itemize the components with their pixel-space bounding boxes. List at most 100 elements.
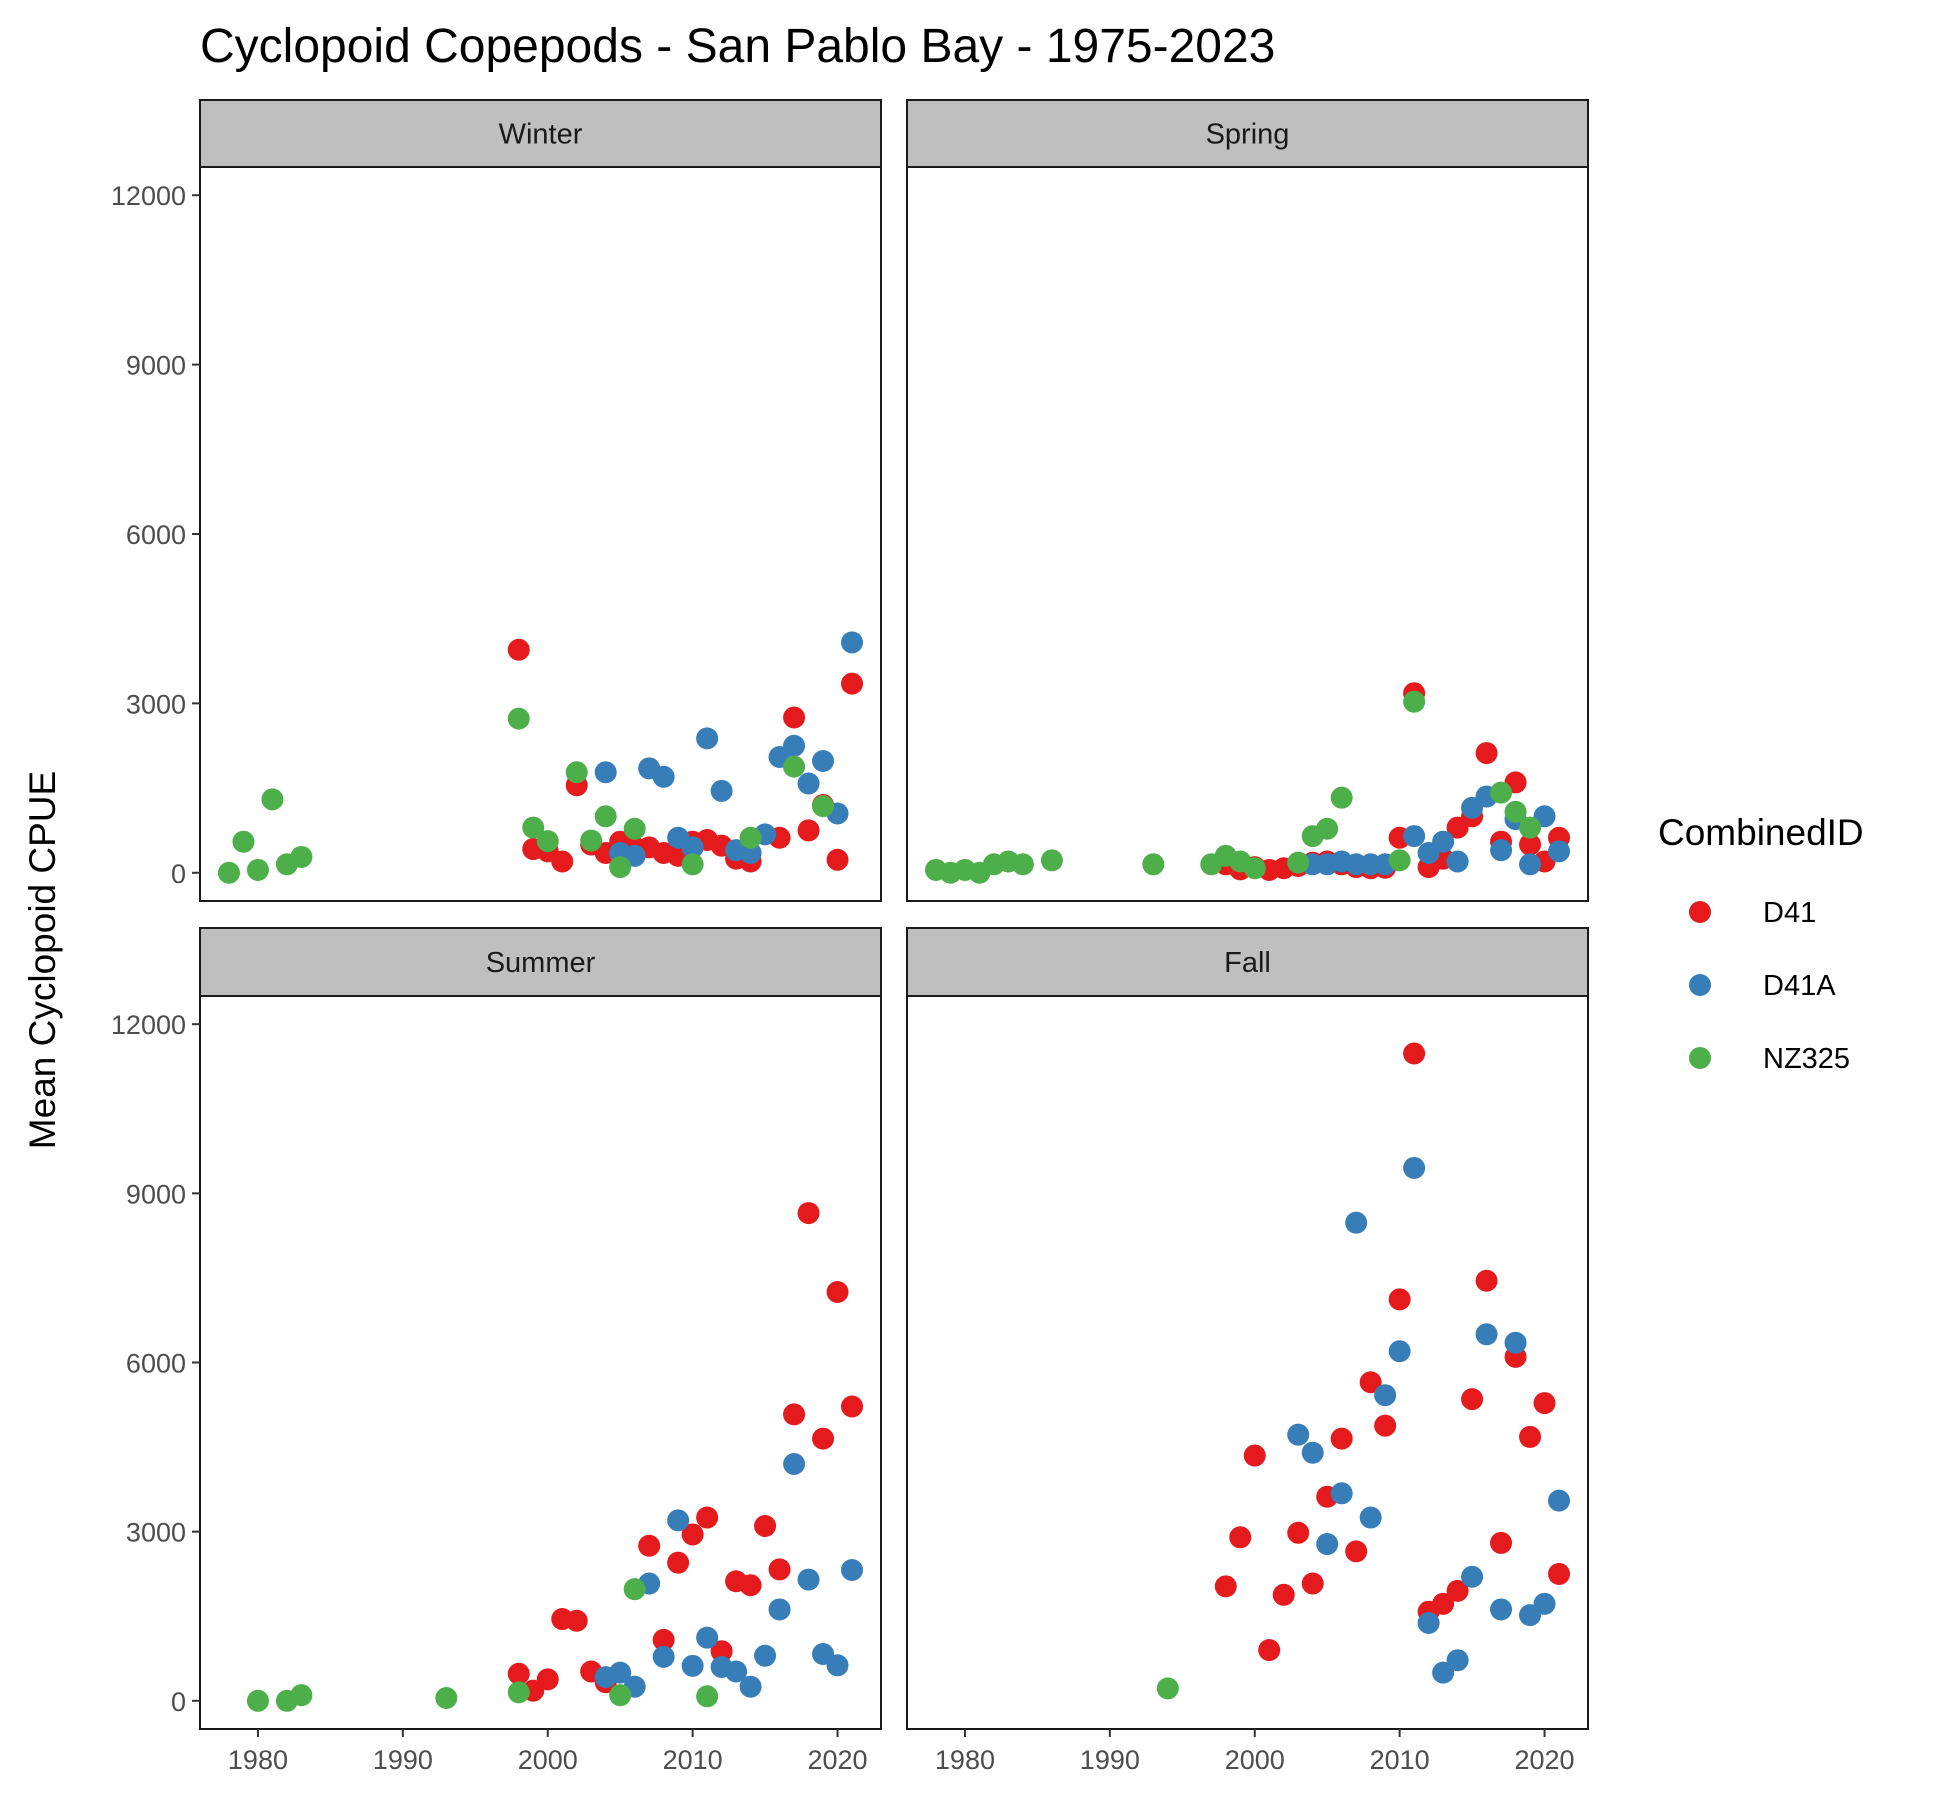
data-point	[1475, 742, 1498, 765]
series-nz325	[246, 1578, 719, 1712]
data-point	[594, 805, 617, 828]
data-point	[1519, 1425, 1542, 1448]
series-d41	[1214, 682, 1571, 881]
data-point	[826, 1654, 849, 1677]
data-point	[812, 1427, 835, 1450]
x-tick-label: 1990	[373, 1745, 433, 1775]
data-point	[1548, 1562, 1571, 1585]
data-point	[623, 1578, 646, 1601]
data-point	[841, 631, 864, 654]
y-tick-label: 12000	[111, 1010, 186, 1040]
data-point	[1388, 1288, 1411, 1311]
data-point	[1403, 1156, 1426, 1179]
x-tick-label: 2000	[1225, 1745, 1285, 1775]
data-point	[1316, 1533, 1339, 1556]
legend-key	[1689, 1047, 1711, 1069]
data-point	[1374, 1384, 1397, 1407]
y-tick-label: 9000	[126, 351, 186, 381]
data-point	[652, 765, 675, 788]
data-point	[812, 749, 835, 772]
data-point	[1214, 1575, 1237, 1598]
data-point	[652, 1645, 675, 1668]
series-d41	[507, 1202, 864, 1702]
facet-strip-label: Fall	[1224, 947, 1271, 979]
data-point	[681, 853, 704, 876]
data-point	[1272, 1583, 1295, 1606]
data-point	[696, 1626, 719, 1649]
panel-border	[199, 166, 882, 902]
data-point	[725, 1660, 748, 1683]
data-point	[1287, 851, 1310, 874]
data-point	[623, 817, 646, 840]
legend-key	[1689, 901, 1711, 923]
data-point	[826, 1281, 849, 1304]
panel-summer: Summer 0 3000 6000 9000 12000 1980 1990 2000 2010…	[111, 927, 882, 1775]
data-point	[1316, 817, 1339, 840]
panel-winter: Winter 0 3000 6000 9000 12000	[111, 99, 882, 902]
data-point	[1388, 849, 1411, 872]
data-point	[1330, 1482, 1353, 1505]
chart-title: Cyclopoid Copepods - San Pablo Bay - 197…	[200, 20, 1275, 73]
data-point	[1330, 786, 1353, 809]
y-tick-label: 9000	[126, 1179, 186, 1209]
x-tick-label: 2010	[1370, 1745, 1430, 1775]
data-point	[1519, 833, 1542, 856]
data-point	[522, 816, 545, 839]
data-point	[1519, 816, 1542, 839]
data-point	[739, 842, 762, 865]
data-point	[667, 1551, 690, 1574]
data-point	[768, 1558, 791, 1581]
facet-strip-label: Winter	[499, 119, 583, 151]
data-point	[1330, 1427, 1353, 1450]
data-point	[1287, 1423, 1310, 1446]
data-point	[812, 795, 835, 818]
data-point	[754, 1644, 777, 1667]
data-point	[290, 845, 313, 868]
data-point	[1533, 1392, 1556, 1415]
data-point	[797, 1202, 820, 1225]
data-point	[710, 779, 733, 802]
x-tick-label: 2020	[807, 1745, 867, 1775]
data-point	[507, 707, 530, 730]
data-point	[246, 1689, 269, 1712]
data-point	[609, 1684, 632, 1707]
y-tick-label: 12000	[111, 181, 186, 211]
data-point	[565, 1609, 588, 1632]
data-point	[1548, 1489, 1571, 1512]
data-point	[783, 706, 806, 729]
data-point	[1040, 849, 1063, 872]
data-point	[1301, 1572, 1324, 1595]
data-point	[1490, 781, 1513, 804]
data-point	[1490, 1598, 1513, 1621]
data-point	[797, 1568, 820, 1591]
x-tick-label: 2020	[1514, 1745, 1574, 1775]
x-tick-label: 1980	[228, 1745, 288, 1775]
data-point	[768, 1598, 791, 1621]
data-point	[609, 856, 632, 879]
data-point	[1461, 1565, 1484, 1588]
data-point	[261, 788, 284, 811]
x-tick-label: 1990	[1080, 1745, 1140, 1775]
data-point	[1504, 800, 1527, 823]
legend-key	[1689, 974, 1711, 996]
data-point	[681, 1654, 704, 1677]
data-point	[1243, 857, 1266, 880]
data-point	[246, 858, 269, 881]
facet-strip-label: Summer	[486, 947, 596, 979]
data-point	[1301, 1441, 1324, 1464]
data-point	[1403, 825, 1426, 848]
data-point	[1533, 1592, 1556, 1615]
data-point	[841, 1558, 864, 1581]
y-tick-label: 0	[171, 859, 186, 889]
legend-title: CombinedID	[1658, 812, 1864, 853]
facet-strip	[199, 927, 882, 997]
data-point	[217, 861, 240, 884]
data-point	[667, 1509, 690, 1532]
facet-strip	[199, 99, 882, 168]
data-point	[507, 1662, 530, 1685]
panel-border	[906, 166, 1589, 902]
data-point	[1287, 1521, 1310, 1544]
data-point	[783, 734, 806, 757]
facet-strip-label: Spring	[1206, 119, 1290, 151]
data-point	[609, 1661, 632, 1684]
